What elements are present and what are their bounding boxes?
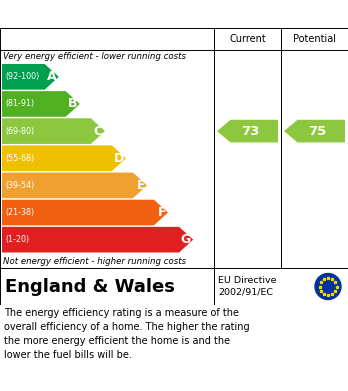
- Circle shape: [315, 273, 341, 300]
- Text: (39-54): (39-54): [5, 181, 34, 190]
- Text: England & Wales: England & Wales: [5, 278, 175, 296]
- Text: (1-20): (1-20): [5, 235, 29, 244]
- Text: G: G: [181, 233, 191, 246]
- Polygon shape: [217, 120, 278, 142]
- Text: B: B: [68, 97, 78, 111]
- Text: (69-80): (69-80): [5, 127, 34, 136]
- Text: E: E: [136, 179, 145, 192]
- Text: (21-38): (21-38): [5, 208, 34, 217]
- Polygon shape: [2, 118, 105, 144]
- Text: (55-68): (55-68): [5, 154, 34, 163]
- Text: A: A: [47, 70, 57, 83]
- Text: C: C: [94, 125, 103, 138]
- Text: Very energy efficient - lower running costs: Very energy efficient - lower running co…: [3, 52, 186, 61]
- Text: The energy efficiency rating is a measure of the
overall efficiency of a home. T: The energy efficiency rating is a measur…: [4, 308, 250, 360]
- Text: Not energy efficient - higher running costs: Not energy efficient - higher running co…: [3, 257, 186, 266]
- Polygon shape: [2, 91, 80, 117]
- Text: D: D: [114, 152, 124, 165]
- Text: (92-100): (92-100): [5, 72, 39, 81]
- Text: 75: 75: [308, 125, 327, 138]
- Text: Energy Efficiency Rating: Energy Efficiency Rating: [6, 7, 208, 22]
- Polygon shape: [2, 64, 59, 90]
- Text: EU Directive
2002/91/EC: EU Directive 2002/91/EC: [218, 276, 277, 297]
- Text: F: F: [157, 206, 166, 219]
- Text: Current: Current: [229, 34, 266, 44]
- Text: Potential: Potential: [293, 34, 336, 44]
- Polygon shape: [284, 120, 345, 142]
- Polygon shape: [2, 172, 147, 198]
- Text: (81-91): (81-91): [5, 99, 34, 108]
- Polygon shape: [2, 227, 193, 253]
- Text: 73: 73: [242, 125, 260, 138]
- Polygon shape: [2, 145, 126, 171]
- Polygon shape: [2, 200, 168, 225]
